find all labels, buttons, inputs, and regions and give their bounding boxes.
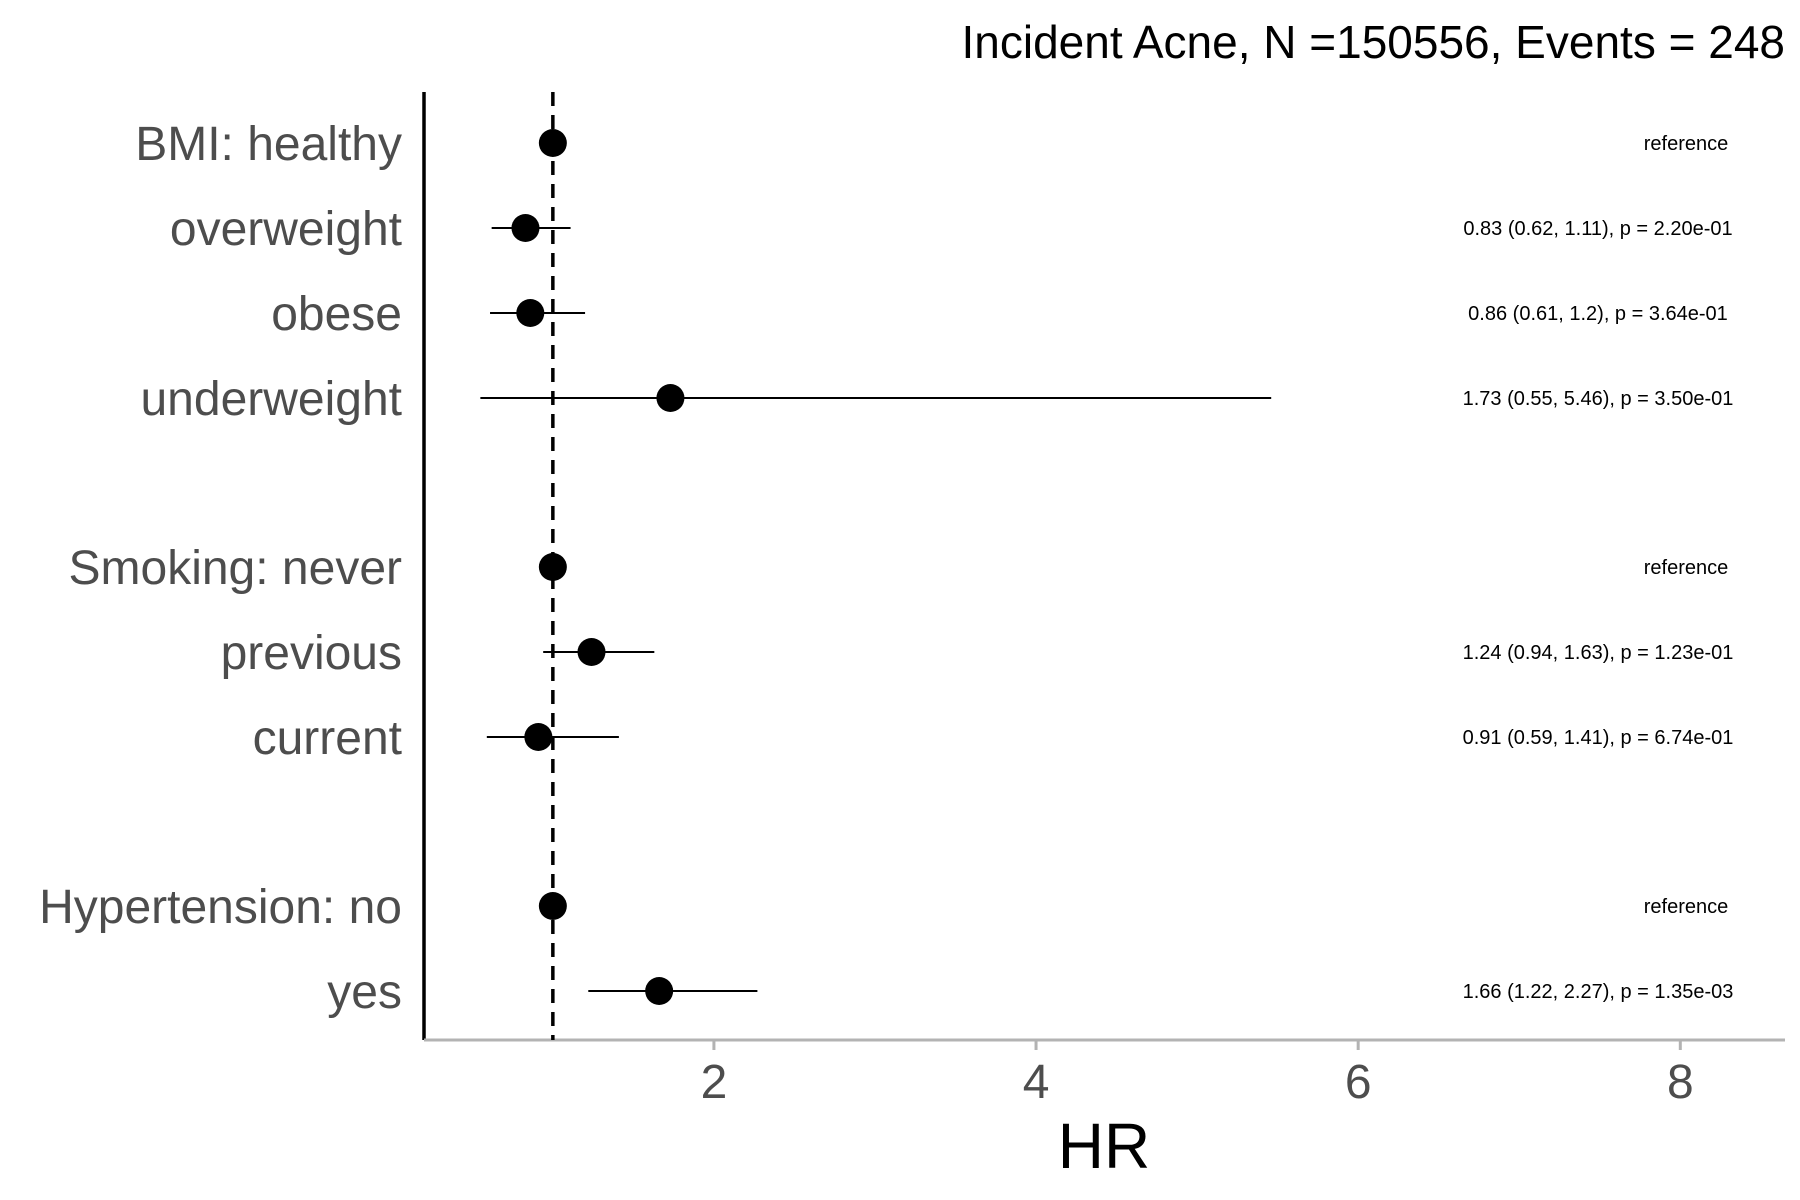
x-tick-label: 2 — [701, 1056, 728, 1109]
forest-row: current 0.91 (0.59, 1.41), p = 6.74e-01 — [253, 712, 1734, 765]
hr-point — [656, 384, 685, 412]
row-annotation: 0.86 (0.61, 1.2), p = 3.64e-01 — [1468, 303, 1728, 325]
forest-row: previous 1.24 (0.94, 1.63), p = 1.23e-01 — [221, 627, 1734, 680]
row-label: overweight — [170, 203, 402, 256]
forest-row: Smoking: never reference — [69, 542, 1729, 595]
row-label: yes — [327, 966, 402, 1019]
row-label: Hypertension: no — [39, 881, 402, 934]
forest-row: obese 0.86 (0.61, 1.2), p = 3.64e-01 — [271, 288, 1728, 341]
row-annotation: 1.24 (0.94, 1.63), p = 1.23e-01 — [1463, 642, 1734, 664]
hr-point — [538, 892, 567, 920]
row-label: underweight — [140, 373, 402, 426]
row-label: obese — [271, 288, 402, 341]
row-annotation: 0.91 (0.59, 1.41), p = 6.74e-01 — [1463, 727, 1734, 749]
rows-layer: BMI: healthy reference overweight 0.83 (0.6… — [39, 118, 1733, 1019]
row-annotation: 0.83 (0.62, 1.11), p = 2.20e-01 — [1463, 218, 1732, 240]
row-label: previous — [221, 627, 402, 680]
x-tick-label: 4 — [1023, 1056, 1050, 1109]
forest-row: BMI: healthy reference — [135, 118, 1728, 171]
forest-row: underweight 1.73 (0.55, 5.46), p = 3.50e-… — [140, 373, 1733, 426]
hr-point — [511, 214, 540, 242]
x-axis-title: HR — [1058, 1110, 1150, 1182]
hr-point — [516, 299, 545, 327]
x-tick-label: 8 — [1667, 1056, 1694, 1109]
x-ticks: 2 4 6 8 — [701, 1040, 1694, 1109]
row-label: current — [253, 712, 402, 765]
row-annotation: reference — [1644, 557, 1729, 579]
row-label: Smoking: never — [69, 542, 403, 595]
chart-title: Incident Acne, N =150556, Events = 248 — [962, 16, 1786, 68]
hr-point — [524, 723, 553, 751]
forest-row: yes 1.66 (1.22, 2.27), p = 1.35e-03 — [327, 966, 1733, 1019]
hr-point — [577, 638, 606, 666]
hr-point — [538, 553, 567, 581]
row-annotation: reference — [1644, 133, 1729, 155]
row-annotation: 1.66 (1.22, 2.27), p = 1.35e-03 — [1463, 981, 1734, 1003]
x-tick-label: 6 — [1345, 1056, 1372, 1109]
hr-point — [538, 129, 567, 157]
forest-row: overweight 0.83 (0.62, 1.11), p = 2.20e-0… — [170, 203, 1733, 256]
forest-row: Hypertension: no reference — [39, 881, 1728, 934]
row-annotation: 1.73 (0.55, 5.46), p = 3.50e-01 — [1463, 388, 1734, 410]
hr-point — [645, 977, 674, 1005]
row-annotation: reference — [1644, 896, 1729, 918]
row-label: BMI: healthy — [135, 118, 402, 171]
